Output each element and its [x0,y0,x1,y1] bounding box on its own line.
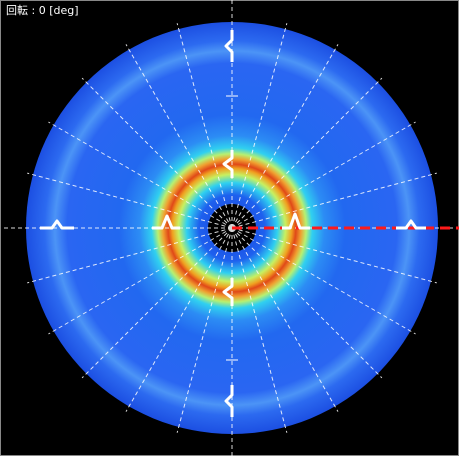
profile-glyph [282,212,310,230]
radial-guide [231,121,416,229]
radial-guide [125,227,233,412]
profile-glyph [396,219,426,230]
radial-guide [176,23,233,229]
profile-glyph [40,219,74,230]
profile-glyph [222,150,234,178]
radial-guide [231,227,383,379]
profile-glyph [222,278,234,306]
rotation-label: 回転 : 0 [deg] [6,4,79,17]
profile-glyph [224,385,234,417]
profile-glyph [152,214,180,230]
radial-guides [4,0,459,456]
radial-guide [231,227,416,335]
radial-guide [231,77,383,229]
radial-guide [231,227,339,412]
radial-guide [48,121,233,229]
radial-guide [81,77,233,229]
profile-glyph [224,30,234,62]
radial-guide [125,44,233,229]
radial-guide [48,227,233,335]
radial-guide [27,227,233,284]
radial-guide [81,227,233,379]
radial-guide [231,172,437,229]
radial-guide [176,227,233,433]
profile-glyphs [40,30,426,417]
radial-guide [231,23,288,229]
radial-guide [231,44,339,229]
radial-guide [231,227,437,284]
radial-guide [231,227,288,433]
radial-guide [27,172,233,229]
